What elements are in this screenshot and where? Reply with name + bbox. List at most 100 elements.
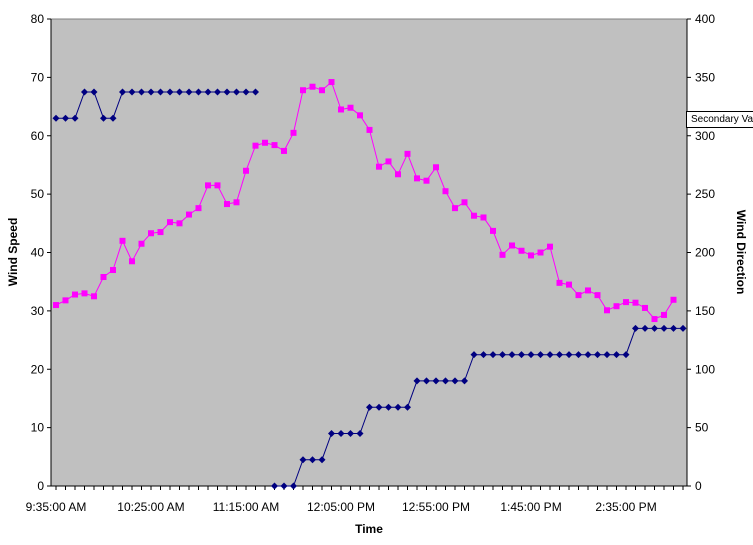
data-point[interactable] bbox=[271, 482, 278, 490]
data-point[interactable] bbox=[366, 403, 373, 411]
data-point[interactable] bbox=[594, 292, 601, 299]
data-point[interactable] bbox=[224, 201, 230, 208]
data-point[interactable] bbox=[528, 252, 534, 259]
data-point[interactable] bbox=[480, 351, 487, 359]
data-point[interactable] bbox=[271, 142, 278, 149]
data-point[interactable] bbox=[309, 456, 316, 464]
data-point[interactable] bbox=[281, 147, 287, 154]
data-point[interactable] bbox=[185, 88, 193, 96]
data-point[interactable] bbox=[613, 303, 620, 310]
data-point[interactable] bbox=[357, 112, 363, 119]
data-point[interactable] bbox=[167, 219, 173, 226]
data-point[interactable] bbox=[499, 351, 506, 359]
data-point[interactable] bbox=[471, 212, 477, 219]
data-point[interactable] bbox=[252, 88, 259, 96]
data-point[interactable] bbox=[423, 177, 430, 184]
data-point[interactable] bbox=[603, 351, 611, 359]
data-point[interactable] bbox=[413, 377, 421, 385]
data-point[interactable] bbox=[328, 429, 335, 437]
data-point[interactable] bbox=[243, 167, 249, 174]
data-point[interactable] bbox=[679, 324, 687, 332]
data-point[interactable] bbox=[442, 188, 449, 195]
data-point[interactable] bbox=[395, 171, 401, 178]
data-point[interactable] bbox=[338, 106, 344, 113]
data-point[interactable] bbox=[157, 88, 164, 96]
data-point[interactable] bbox=[604, 307, 610, 314]
data-point[interactable] bbox=[661, 311, 667, 318]
data-point[interactable] bbox=[575, 292, 582, 299]
data-point[interactable] bbox=[432, 377, 440, 385]
data-point[interactable] bbox=[252, 142, 259, 149]
data-point[interactable] bbox=[148, 230, 154, 237]
data-point[interactable] bbox=[442, 377, 449, 385]
data-point[interactable] bbox=[119, 88, 126, 96]
data-point[interactable] bbox=[214, 88, 221, 96]
data-point[interactable] bbox=[632, 299, 639, 306]
data-point[interactable] bbox=[546, 351, 554, 359]
data-point[interactable] bbox=[53, 302, 59, 309]
data-point[interactable] bbox=[404, 403, 411, 411]
data-point[interactable] bbox=[385, 403, 392, 411]
data-point[interactable] bbox=[414, 175, 420, 182]
data-point[interactable] bbox=[575, 351, 582, 359]
data-point[interactable] bbox=[660, 324, 668, 332]
plot-area[interactable] bbox=[50, 18, 688, 487]
data-point[interactable] bbox=[262, 139, 268, 146]
data-point[interactable] bbox=[375, 403, 383, 411]
data-point[interactable] bbox=[62, 114, 69, 122]
data-point[interactable] bbox=[300, 87, 306, 94]
data-point[interactable] bbox=[337, 429, 345, 437]
data-point[interactable] bbox=[527, 351, 535, 359]
data-point[interactable] bbox=[52, 114, 60, 122]
data-point[interactable] bbox=[508, 351, 516, 359]
data-point[interactable] bbox=[347, 429, 354, 437]
data-point[interactable] bbox=[470, 351, 478, 359]
data-point[interactable] bbox=[109, 114, 117, 122]
data-point[interactable] bbox=[90, 88, 98, 96]
data-point[interactable] bbox=[613, 351, 620, 359]
data-point[interactable] bbox=[518, 351, 525, 359]
data-point[interactable] bbox=[138, 240, 145, 247]
data-point[interactable] bbox=[186, 211, 192, 218]
data-point[interactable] bbox=[214, 182, 221, 189]
data-point[interactable] bbox=[204, 88, 212, 96]
data-point[interactable] bbox=[100, 114, 107, 122]
data-point[interactable] bbox=[490, 227, 496, 234]
data-point[interactable] bbox=[499, 251, 506, 258]
data-point[interactable] bbox=[128, 88, 136, 96]
data-point[interactable] bbox=[556, 351, 563, 359]
data-point[interactable] bbox=[480, 214, 487, 221]
data-point[interactable] bbox=[451, 377, 459, 385]
data-point[interactable] bbox=[632, 324, 639, 332]
data-point[interactable] bbox=[81, 290, 88, 297]
data-point[interactable] bbox=[280, 482, 288, 490]
data-point[interactable] bbox=[110, 267, 116, 274]
data-point[interactable] bbox=[129, 258, 135, 265]
data-point[interactable] bbox=[166, 88, 174, 96]
data-point[interactable] bbox=[489, 351, 497, 359]
data-point[interactable] bbox=[81, 88, 88, 96]
data-point[interactable] bbox=[195, 205, 202, 212]
data-point[interactable] bbox=[347, 104, 354, 111]
data-point[interactable] bbox=[72, 291, 78, 298]
data-point[interactable] bbox=[622, 351, 630, 359]
data-point[interactable] bbox=[385, 158, 392, 165]
data-point[interactable] bbox=[195, 88, 202, 96]
data-point[interactable] bbox=[157, 229, 164, 236]
data-point[interactable] bbox=[547, 243, 553, 250]
data-point[interactable] bbox=[119, 237, 126, 244]
data-point[interactable] bbox=[461, 199, 468, 206]
data-point[interactable] bbox=[318, 456, 326, 464]
data-point[interactable] bbox=[223, 88, 231, 96]
data-point[interactable] bbox=[584, 351, 592, 359]
data-point[interactable] bbox=[642, 304, 648, 311]
data-point[interactable] bbox=[566, 281, 572, 288]
data-point[interactable] bbox=[356, 429, 364, 437]
data-point[interactable] bbox=[556, 279, 563, 286]
data-point[interactable] bbox=[423, 377, 430, 385]
data-point[interactable] bbox=[299, 456, 307, 464]
data-point[interactable] bbox=[91, 293, 97, 300]
data-point[interactable] bbox=[242, 88, 250, 96]
data-point[interactable] bbox=[623, 299, 629, 306]
data-point[interactable] bbox=[319, 87, 325, 94]
